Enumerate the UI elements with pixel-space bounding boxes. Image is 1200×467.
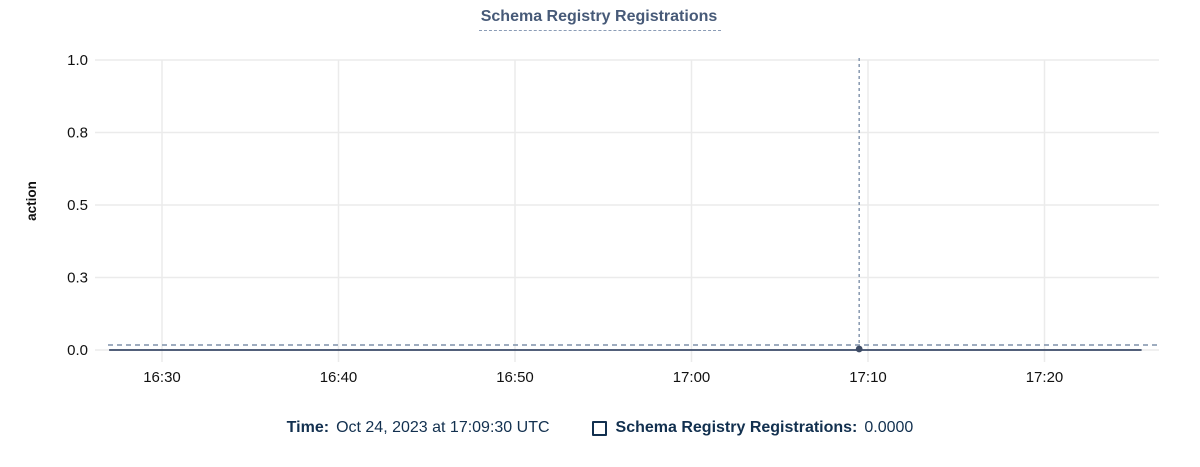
y-tick-label: 0.3	[67, 270, 88, 287]
y-tick-label: 1.0	[67, 52, 88, 69]
tooltip-legend-bar: Time: Oct 24, 2023 at 17:09:30 UTC Schem…	[0, 419, 1200, 437]
x-tick-label: 16:50	[496, 369, 534, 386]
x-tick-label: 17:00	[673, 369, 711, 386]
y-tick-label: 0.0	[67, 342, 88, 359]
legend-item-schema-registry-registrations[interactable]: Schema Registry Registrations: 0.0000	[591, 419, 914, 437]
x-tick-label: 17:10	[849, 369, 887, 386]
y-tick-label: 0.5	[67, 197, 88, 214]
y-axis-title: action	[24, 181, 39, 221]
legend-series-value: 0.0000	[864, 419, 914, 436]
legend-series-label: Schema Registry Registrations:	[615, 419, 858, 436]
title-row: Schema Registry Registrations	[0, 8, 1200, 31]
y-tick-label: 0.8	[67, 125, 88, 142]
tooltip-time-value: Oct 24, 2023 at 17:09:30 UTC	[336, 419, 550, 436]
x-tick-label: 17:20	[1026, 369, 1064, 386]
x-tick-label: 16:30	[143, 369, 181, 386]
chart-title[interactable]: Schema Registry Registrations	[478, 8, 722, 31]
tooltip-time-label: Time:	[286, 419, 330, 436]
line-chart[interactable]: 1.0 0.8 0.5 0.3 0.0 16:30 16:40 16:50 17:00 17:10…	[0, 0, 1200, 412]
hover-point[interactable]	[855, 345, 863, 353]
x-tick-label: 16:40	[320, 369, 358, 386]
series-checkbox-icon[interactable]	[591, 420, 607, 436]
